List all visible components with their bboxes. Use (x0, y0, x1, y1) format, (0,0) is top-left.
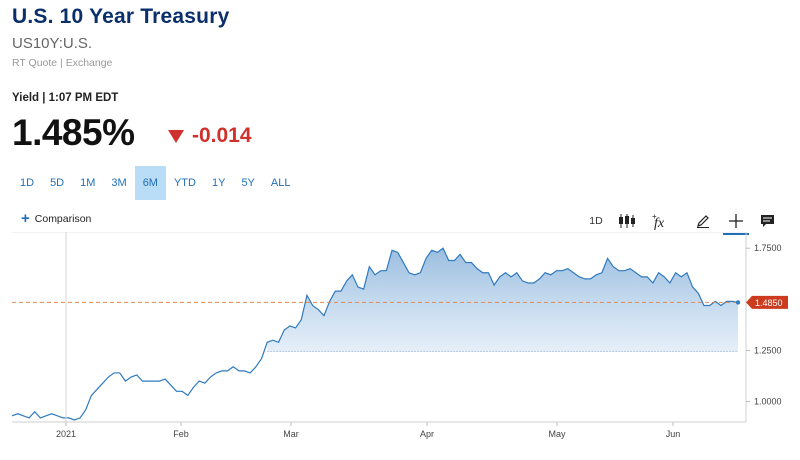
comparison-label: Comparison (34, 213, 92, 225)
series-end-point (735, 300, 741, 305)
range-6m[interactable]: 6M (134, 166, 166, 200)
quote-meta: RT Quote | Exchange (12, 57, 113, 69)
time-range-selector: 1D 5D 1M 3M 6M YTD 1Y 5Y ALL (12, 166, 298, 200)
current-yield: 1.485% (12, 112, 135, 153)
change-indicator: -0.014 (168, 124, 252, 148)
chart-toolbar: 1D fx + (580, 209, 780, 235)
crosshair-icon[interactable] (723, 209, 749, 235)
comparison-button[interactable]: + Comparison (21, 210, 92, 227)
x-tick-label: Feb (173, 429, 189, 439)
range-3m[interactable]: 3M (111, 177, 127, 189)
x-tick-label: Mar (283, 429, 299, 439)
x-tick-label: May (548, 429, 566, 439)
range-5y[interactable]: 5Y (241, 177, 255, 189)
x-tick-label: Apr (420, 429, 434, 439)
range-1d[interactable]: 1D (20, 177, 35, 189)
range-1y[interactable]: 1Y (211, 177, 226, 189)
yield-chart[interactable]: 1.7500 1.2500 1.0000 1.4850 2021 Feb Mar Apr May… (0, 232, 800, 460)
x-tick-label: Jun (666, 429, 681, 439)
notes-icon[interactable] (756, 209, 778, 233)
x-tick-label: 2021 (56, 429, 76, 439)
current-value-tag (746, 295, 788, 309)
yield-timestamp: Yield | 1:07 PM EDT (12, 92, 119, 104)
svg-text:+: + (652, 212, 657, 221)
range-all[interactable]: ALL (270, 177, 291, 189)
change-value: -0.014 (192, 124, 252, 147)
page-title: U.S. 10 Year Treasury (12, 5, 230, 28)
y-tick-label: 1.7500 (754, 243, 782, 253)
y-tick-label: 1.2500 (754, 345, 782, 355)
svg-text:fx: fx (654, 216, 665, 230)
y-tick-label: 1.0000 (754, 397, 782, 407)
plus-icon: + (21, 210, 30, 227)
ticker-symbol: US10Y:U.S. (12, 35, 93, 52)
range-ytd[interactable]: YTD (173, 177, 196, 189)
series-line (11, 247, 739, 421)
pencil-icon[interactable] (692, 209, 714, 233)
current-value-label: 1.4850 (755, 298, 783, 308)
range-1m[interactable]: 1M (80, 177, 96, 189)
interval-button[interactable]: 1D (589, 215, 603, 227)
candlestick-icon[interactable] (616, 209, 638, 233)
area-fill (267, 248, 738, 352)
down-arrow-icon (168, 129, 184, 143)
range-5d[interactable]: 5D (50, 177, 65, 189)
function-icon[interactable]: fx + (650, 209, 672, 233)
